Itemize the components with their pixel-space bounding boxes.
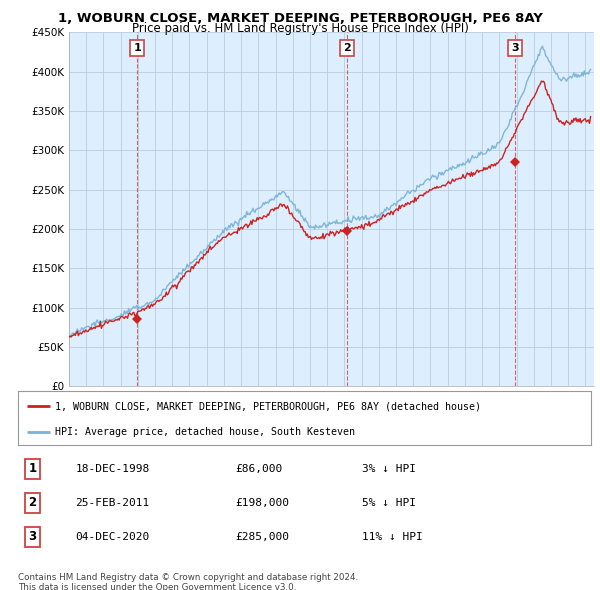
Text: 11% ↓ HPI: 11% ↓ HPI: [362, 532, 422, 542]
Text: 1, WOBURN CLOSE, MARKET DEEPING, PETERBOROUGH, PE6 8AY: 1, WOBURN CLOSE, MARKET DEEPING, PETERBO…: [58, 12, 542, 25]
Text: HPI: Average price, detached house, South Kesteven: HPI: Average price, detached house, Sout…: [55, 427, 355, 437]
Text: 3: 3: [28, 530, 37, 543]
Text: 3: 3: [511, 43, 519, 53]
Text: £198,000: £198,000: [236, 498, 290, 507]
Text: £285,000: £285,000: [236, 532, 290, 542]
Text: 3% ↓ HPI: 3% ↓ HPI: [362, 464, 416, 474]
Text: Contains HM Land Registry data © Crown copyright and database right 2024.: Contains HM Land Registry data © Crown c…: [18, 573, 358, 582]
Text: 1, WOBURN CLOSE, MARKET DEEPING, PETERBOROUGH, PE6 8AY (detached house): 1, WOBURN CLOSE, MARKET DEEPING, PETERBO…: [55, 401, 481, 411]
Text: 2: 2: [28, 496, 37, 509]
Text: 5% ↓ HPI: 5% ↓ HPI: [362, 498, 416, 507]
Text: 2: 2: [343, 43, 351, 53]
Text: Price paid vs. HM Land Registry's House Price Index (HPI): Price paid vs. HM Land Registry's House …: [131, 22, 469, 35]
Text: 1: 1: [133, 43, 141, 53]
Text: £86,000: £86,000: [236, 464, 283, 474]
Text: 04-DEC-2020: 04-DEC-2020: [76, 532, 149, 542]
Text: 18-DEC-1998: 18-DEC-1998: [76, 464, 149, 474]
Text: This data is licensed under the Open Government Licence v3.0.: This data is licensed under the Open Gov…: [18, 583, 296, 590]
Text: 1: 1: [28, 463, 37, 476]
Text: 25-FEB-2011: 25-FEB-2011: [76, 498, 149, 507]
